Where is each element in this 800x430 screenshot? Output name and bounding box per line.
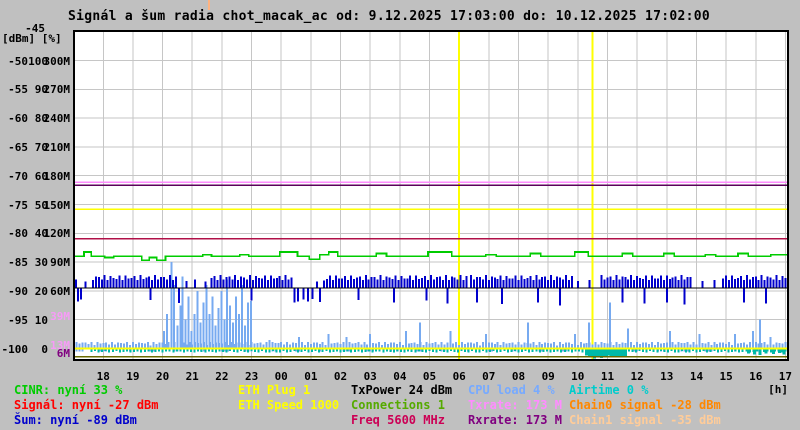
y-tick-dbm: -70 — [8, 169, 28, 183]
y-tick-pct: 80 — [34, 112, 48, 126]
legend-item: ETH Plug 1 — [238, 383, 311, 397]
y-tick-dbm: -75 — [8, 198, 28, 212]
x-tick-hour: 09 — [541, 370, 555, 383]
y-tick-pct: 70 — [34, 140, 48, 154]
y-tick-traffic: 180M — [43, 169, 71, 183]
x-tick-hour: 17 — [778, 370, 793, 383]
y-tick-pct: 30 — [34, 256, 48, 270]
y-tick-pct: 50 — [34, 198, 48, 212]
y-tick-pct: 40 — [34, 227, 48, 241]
legend-item: Freq 5600 MHz — [351, 413, 445, 427]
x-tick-hour: 22 — [215, 370, 229, 383]
y-tick-pct: 100 — [28, 54, 48, 68]
y-tick-traffic: 90M — [50, 256, 70, 270]
y-tick-dbm: -65 — [8, 140, 28, 154]
x-tick-hour: 05 — [422, 370, 437, 383]
legend-item: Chain1 signal -35 dBm — [569, 413, 721, 427]
x-tick-hour: 21 — [185, 370, 199, 383]
x-tick-hour: 12 — [630, 370, 644, 383]
plot-frame — [73, 30, 789, 361]
y-axis-unit-label: [dBm] [%] — [2, 32, 62, 45]
y-tick-dbm: -55 — [8, 83, 28, 97]
legend-item: Airtime 0 % — [569, 383, 649, 397]
y-tick-pct: 90 — [34, 83, 48, 97]
legend-item: ETH Speed 1000 — [238, 398, 340, 412]
y-tick-traffic-special: 13M — [50, 339, 70, 352]
y-tick-traffic: 270M — [43, 83, 71, 97]
legend-item: Rxrate: 173 M — [468, 413, 562, 427]
legend-item: Txrate: 173 M — [468, 398, 562, 412]
x-tick-hour: 15 — [719, 370, 733, 383]
noise-series — [75, 158, 787, 306]
legend-item: Šum: nyní -89 dBm — [14, 413, 137, 427]
x-tick-hour: 08 — [511, 370, 526, 383]
x-tick-hour: 20 — [155, 370, 170, 383]
y-tick-traffic: 300M — [43, 54, 71, 68]
y-tick-dbm: -60 — [8, 112, 28, 126]
legend-item: CINR: nyní 33 % — [14, 383, 123, 397]
plot-background — [74, 31, 788, 360]
y-tick-dbm: -85 — [8, 256, 28, 270]
y-tick-traffic: 240M — [43, 112, 71, 126]
chart-title: Signál a šum radia chot_macak_ac od: 9.1… — [68, 9, 711, 24]
x-tick-hour: 06 — [452, 370, 466, 383]
plot-series — [75, 32, 787, 359]
y-tick-pct: 0 — [41, 342, 48, 356]
y-tick-traffic: 120M — [43, 227, 71, 241]
x-tick-hour: 01 — [304, 370, 318, 383]
y-tick-traffic-special: 39M — [50, 310, 70, 323]
y-tick-pct: 20 — [34, 284, 48, 298]
y-tick-dbm: -95 — [8, 313, 28, 327]
y-tick-dbm: -80 — [8, 227, 28, 241]
legend-item: Signál: nyní -27 dBm — [14, 398, 159, 412]
cinr-line — [75, 251, 787, 262]
y-tick-dbm: -90 — [8, 284, 28, 298]
legend-item: TxPower 24 dBm — [351, 383, 453, 397]
x-axis-unit-label: [h] — [768, 383, 788, 396]
x-tick-hour: 14 — [689, 370, 704, 383]
x-tick-hour: 07 — [482, 370, 496, 383]
x-tick-hour: 18 — [96, 370, 110, 383]
x-tick-hour: 10 — [571, 370, 585, 383]
x-tick-hour: 23 — [244, 370, 259, 383]
legend-item: Connections 1 — [351, 398, 445, 412]
y-tick-dbm: -100 — [1, 342, 29, 356]
y-tick-traffic-special: 6M — [56, 347, 70, 360]
x-tick-hour: 13 — [660, 370, 674, 383]
x-tick-hour: 19 — [126, 370, 140, 383]
x-tick-hour: 03 — [363, 370, 377, 383]
legend-item: Chain0 signal -28 dBm — [569, 398, 721, 412]
y-tick-pct: 10 — [34, 313, 48, 327]
x-tick-hour: 16 — [749, 370, 763, 383]
y-tick-traffic: 60M — [50, 284, 70, 298]
legend-item: CPU load 4 % — [468, 383, 555, 397]
x-tick-hour: 11 — [600, 370, 615, 383]
x-tick-hour: 00 — [274, 370, 288, 383]
x-tick-hour: 02 — [333, 370, 348, 383]
y-tick-dbm: -50 — [8, 54, 28, 68]
y-axis-top-tick: -45 — [25, 22, 45, 35]
y-tick-pct: 60 — [34, 169, 48, 183]
y-tick-traffic: 150M — [43, 198, 71, 212]
y-tick-traffic: 210M — [43, 140, 71, 154]
x-tick-hour: 04 — [393, 370, 407, 383]
